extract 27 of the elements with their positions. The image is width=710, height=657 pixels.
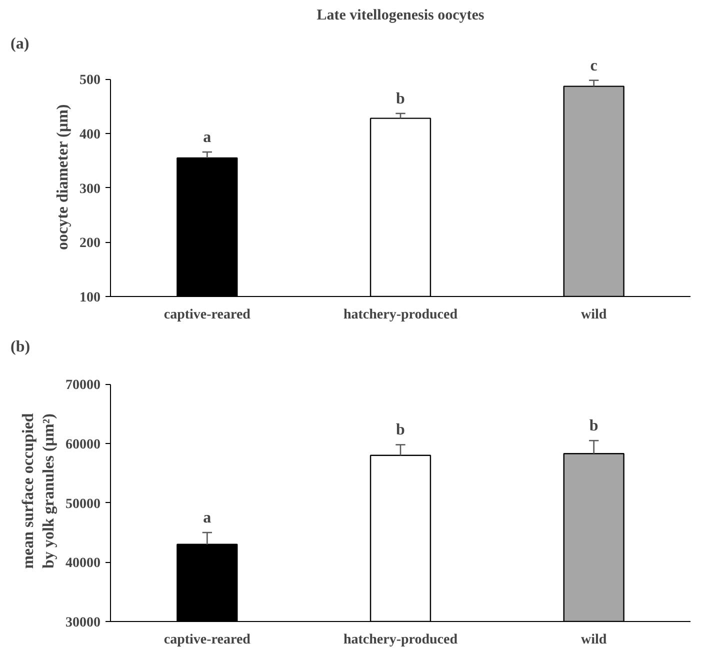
y-tick-label: 30000 (66, 616, 100, 630)
annotation: b (396, 90, 406, 108)
y-tick-label: 70000 (66, 378, 100, 394)
text: (a) (10, 36, 30, 52)
x-tick-label: captive-reared (164, 308, 251, 322)
x-tick-label: hatchery-produced (343, 308, 458, 322)
y-tick-label: 50000 (66, 496, 100, 512)
y-tick-label: 100 (80, 290, 100, 306)
y-tick-label: 60000 (66, 438, 100, 453)
x-tick-label: wild (580, 632, 607, 648)
y-tick-label: 500 (80, 73, 100, 88)
x-tick-label: hatchery-produced (343, 632, 458, 648)
x-tick-label: captive-reared (164, 632, 251, 648)
x-tick-label: wild (580, 308, 607, 322)
annotation: b (396, 422, 406, 439)
y-tick-label: 40000 (66, 556, 100, 572)
annotation: b (589, 418, 598, 435)
annotation: a (203, 129, 212, 146)
y-axis-title: oocyte diameter (µm) (54, 104, 72, 250)
y-tick-label: 200 (80, 236, 100, 252)
annotation: c (590, 57, 598, 74)
chart-title: Late vitellogenesis oocytes (316, 8, 484, 24)
annotation: a (203, 510, 212, 527)
y-axis-title: mean surface occupied by yolk granules (µm²) (20, 413, 58, 569)
y-tick-label: 300 (80, 182, 100, 197)
text: (b) (10, 338, 30, 356)
y-tick-label: 400 (80, 128, 100, 143)
